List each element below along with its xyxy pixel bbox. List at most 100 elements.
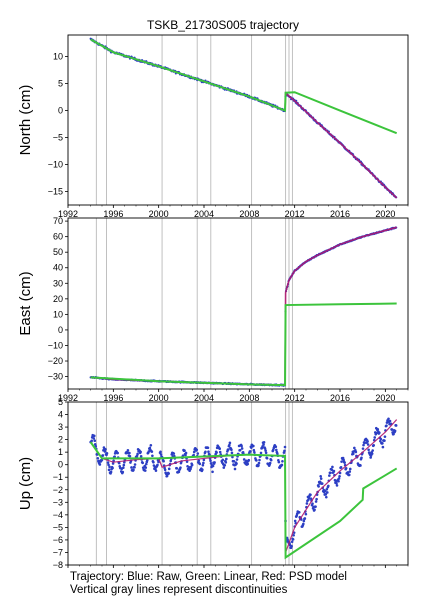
y-tick-label-0: −30 [48, 372, 63, 382]
raw-point-296 [240, 444, 243, 448]
raw-point-176 [179, 466, 182, 469]
y-tick-label-1: −10 [48, 160, 63, 170]
x-tick-label-1: 1996 [103, 209, 123, 219]
raw-point-281 [232, 460, 236, 463]
raw-point-597 [393, 429, 397, 433]
raw-point-6 [92, 437, 96, 440]
raw-point-222 [202, 458, 206, 462]
raw-point-301 [242, 458, 246, 461]
raw-point-2 [90, 439, 93, 443]
raw-point-443 [315, 497, 318, 501]
raw-point-225 [204, 450, 207, 454]
panel-2: −30 −20 −10 0 10 20 30 40 50 60 70 1992 1996 2000 2004… [17, 216, 409, 403]
raw-point-576 [383, 439, 386, 442]
raw-point-452 [319, 477, 323, 480]
raw-point-231 [207, 450, 210, 454]
raw-point-380 [283, 449, 286, 453]
x-tick-label-4: 2008 [239, 209, 259, 219]
raw-point-599 [394, 424, 398, 427]
raw-point-221 [202, 461, 205, 465]
raw-point-64 [122, 466, 125, 470]
raw-series [89, 417, 398, 550]
raw-point-239 [211, 470, 214, 474]
raw-point-109 [144, 462, 148, 466]
raw-point-29 [104, 448, 107, 451]
raw-point-108 [144, 466, 148, 469]
raw-point-375 [280, 463, 284, 467]
raw-point-520 [354, 450, 358, 454]
raw-point-87 [133, 463, 137, 466]
y-tick-label-0: −8 [53, 560, 63, 570]
raw-point-157 [169, 459, 173, 463]
raw-point-210 [196, 452, 200, 455]
raw-point-123 [152, 460, 155, 464]
raw-point-325 [255, 459, 258, 462]
raw-point-515 [352, 452, 355, 456]
raw-point-483 [335, 484, 339, 487]
raw-point-346 [265, 456, 269, 460]
y-tick-label-2: −10 [48, 340, 63, 350]
raw-point-545 [367, 448, 370, 452]
raw-point-73 [126, 448, 130, 452]
raw-point-460 [323, 489, 327, 493]
raw-point-186 [184, 453, 187, 457]
y-tick-label-1: −20 [48, 356, 63, 366]
raw-point-308 [246, 462, 250, 466]
raw-point-424 [305, 502, 309, 505]
x-tick-label-7: 2020 [375, 393, 395, 403]
raw-point-354 [269, 458, 273, 462]
y-tick-label-3: 0 [58, 325, 63, 335]
raw-point-272 [228, 443, 231, 447]
raw-point-118 [149, 443, 153, 447]
raw-point-40 [109, 470, 113, 474]
y-tick-label-1: −7 [53, 547, 63, 557]
raw-point-263 [223, 463, 227, 467]
raw-point-28 [103, 450, 107, 453]
raw-point-266 [225, 457, 228, 461]
y-axis-label: East (cm) [17, 271, 34, 335]
raw-point-169 [175, 467, 179, 470]
raw-point-594 [392, 432, 395, 436]
raw-point-273 [228, 441, 232, 445]
raw-point-487 [337, 477, 341, 480]
raw-point-196 [189, 467, 192, 471]
x-tick-label-1: 1996 [103, 393, 123, 403]
raw-point-313 [249, 450, 252, 453]
raw-point-517 [353, 446, 356, 450]
y-tick-label-2: −5 [53, 133, 63, 143]
raw-point-214 [198, 462, 202, 466]
raw-point-491 [339, 465, 343, 469]
caption-line-2: Vertical gray lines represent discontinu… [70, 584, 288, 596]
raw-point-369 [277, 460, 281, 464]
raw-point-14 [96, 456, 100, 460]
raw-point-584 [387, 417, 390, 421]
y-tick-label-11: 3 [58, 422, 63, 432]
x-tick-label-6: 2016 [330, 209, 350, 219]
raw-point-128 [154, 469, 158, 472]
raw-point-492 [340, 460, 343, 463]
y-tick-label-2: −6 [53, 535, 63, 545]
raw-point-240 [211, 464, 215, 468]
raw-point-422 [304, 512, 308, 516]
x-tick-label-4: 2008 [239, 393, 259, 403]
y-tick-label-9: 1 [58, 447, 63, 457]
panel-3: −8 −7 −6 −5 −4 −3 −2 −1 0 1 2 3 4 5 Up (cm) [17, 397, 409, 570]
raw-point-63 [121, 470, 125, 474]
y-tick-label-6: 30 [53, 278, 63, 288]
raw-point-277 [230, 451, 234, 455]
raw-point-80 [130, 466, 133, 469]
raw-point-466 [327, 484, 330, 488]
raw-point-543 [366, 440, 369, 443]
raw-point-66 [123, 461, 126, 464]
raw-point-137 [159, 450, 162, 454]
raw-point-463 [325, 487, 329, 491]
caption-line-1: Trajectory: Blue: Raw, Green: Linear, Re… [70, 571, 347, 583]
raw-point-397 [291, 538, 295, 541]
raw-point-566 [378, 431, 381, 435]
raw-point-270 [227, 448, 230, 451]
raw-point-219 [201, 468, 204, 472]
y-tick-label-3: 0 [58, 106, 63, 116]
raw-point-86 [133, 465, 136, 469]
